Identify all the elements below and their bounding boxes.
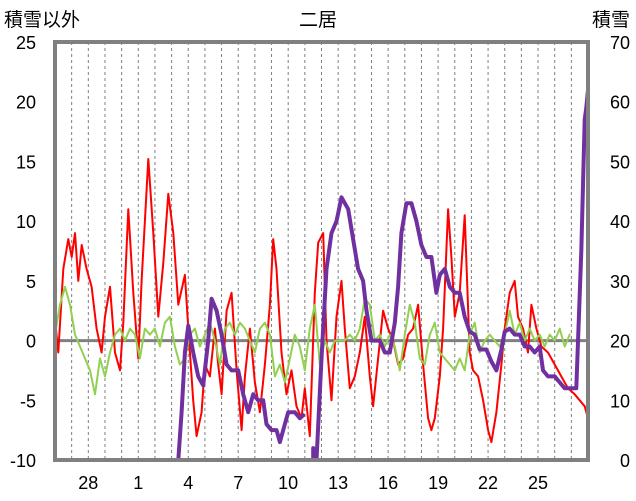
right-tick-label: 20 <box>610 332 630 352</box>
x-tick-label: 1 <box>133 473 143 493</box>
x-tick-label: 22 <box>478 473 498 493</box>
left-axis-label: 積雪以外 <box>4 9 80 31</box>
x-tick-label: 25 <box>528 473 548 493</box>
series-line-red <box>54 158 589 444</box>
x-tick-label: 19 <box>428 473 448 493</box>
left-tick-label: 15 <box>16 152 36 172</box>
left-tick-label: 20 <box>16 93 36 113</box>
left-tick-label: 25 <box>16 33 36 53</box>
x-tick-label: 10 <box>278 473 298 493</box>
right-axis-ticks: 70 60 50 40 30 20 10 0 <box>610 33 630 471</box>
right-axis-label: 積雪 <box>592 9 630 31</box>
left-tick-label: -10 <box>10 451 36 471</box>
series-line-purple <box>53 296 306 462</box>
series-layer <box>53 87 590 462</box>
left-tick-label: 0 <box>26 332 36 352</box>
left-tick-label: 10 <box>16 212 36 232</box>
plot-frame <box>53 40 590 462</box>
x-tick-label: 16 <box>378 473 398 493</box>
series-line-green <box>54 285 571 396</box>
right-tick-label: 40 <box>610 212 630 232</box>
left-axis-ticks: 25 20 15 10 5 0 -5 -10 <box>10 33 36 471</box>
right-tick-label: 60 <box>610 93 630 113</box>
series-line-purple <box>311 87 590 462</box>
x-axis-ticks: 28 1 4 7 10 13 16 19 22 25 <box>78 473 548 493</box>
right-tick-label: 50 <box>610 152 630 172</box>
left-tick-label: -5 <box>20 391 36 411</box>
x-tick-label: 13 <box>328 473 348 493</box>
x-tick-label: 4 <box>183 473 193 493</box>
right-tick-label: 0 <box>620 451 630 471</box>
right-tick-label: 70 <box>610 33 630 53</box>
x-tick-label: 28 <box>78 473 98 493</box>
left-tick-label: 5 <box>26 272 36 292</box>
right-tick-label: 30 <box>610 272 630 292</box>
x-tick-label: 7 <box>233 473 243 493</box>
right-tick-label: 10 <box>610 391 630 411</box>
chart-title: 二居 <box>299 10 337 31</box>
